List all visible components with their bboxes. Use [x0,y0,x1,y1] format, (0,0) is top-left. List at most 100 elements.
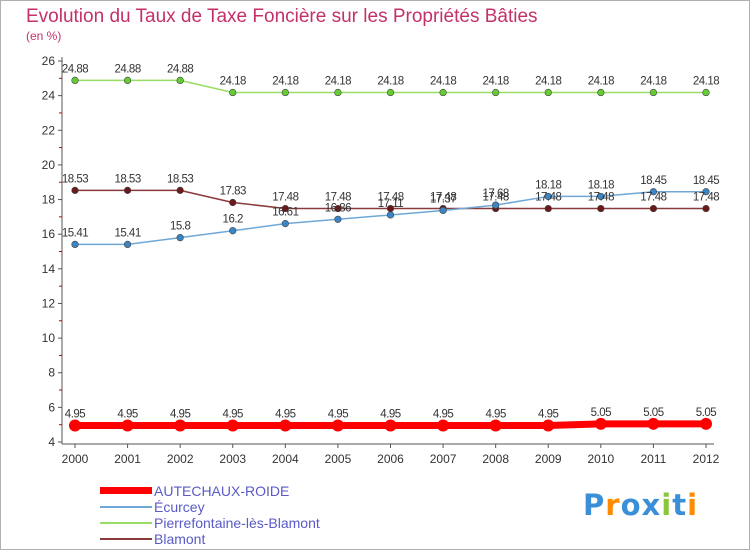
logo-letter-3: x [641,488,662,522]
series-point-ecurcey-2002 [176,234,184,242]
data-label-ecurcey-2007: 17.37 [430,193,456,205]
series-point-pierrefontaine-les-blamont-2005 [334,88,342,97]
x-tick-label-2011: 2011 [641,452,667,466]
data-label-blamont-2008: 17.48 [483,192,509,204]
data-label-autechaux-roide-2004: 4.95 [275,409,295,421]
data-label-pierrefontaine-les-blamont-2000: 24.88 [62,63,88,75]
series-point-pierrefontaine-les-blamont-2001 [123,76,132,84]
legend-swatch-blamont [100,538,152,540]
data-label-ecurcey-2011: 18.45 [640,175,666,187]
data-label-ecurcey-2004: 16.61 [272,207,298,219]
series-point-ecurcey-2006 [386,211,395,219]
x-tick-label-2004: 2004 [272,452,299,466]
data-label-pierrefontaine-les-blamont-2006: 24.18 [377,76,403,88]
series-point-pierrefontaine-les-blamont-2008 [492,88,500,97]
x-tick-label-2008: 2008 [482,452,509,466]
legend-label-ecurcey: Écurcey [154,499,205,515]
series-point-blamont-2002 [176,186,184,194]
data-label-ecurcey-2002: 15.8 [170,221,190,233]
data-label-blamont-2009: 17.48 [535,192,561,204]
x-tick-label-2012: 2012 [693,452,720,466]
x-tick-label-2003: 2003 [219,452,246,466]
data-label-blamont-2002: 18.53 [167,173,193,185]
series-point-ecurcey-2004 [281,220,289,228]
legend-swatch-ecurcey [100,506,152,508]
series-point-pierrefontaine-les-blamont-2007 [439,88,447,97]
data-label-pierrefontaine-les-blamont-2008: 24.18 [483,76,509,88]
series-point-blamont-2001 [123,186,132,194]
data-label-pierrefontaine-les-blamont-2002: 24.88 [167,63,193,75]
series-point-autechaux-roide-2012 [700,417,712,430]
data-label-autechaux-roide-2008: 4.95 [485,409,505,421]
y-tick-label-26: 26 [42,54,56,68]
logo-letter-1: r [605,488,621,522]
y-tick-label-12: 12 [42,296,56,310]
series-point-ecurcey-2007 [439,206,447,215]
legend-swatch-autechaux-roide [100,487,152,494]
series-point-autechaux-roide-2000 [69,419,81,432]
data-label-ecurcey-2000: 15.41 [62,227,88,239]
data-label-autechaux-roide-2003: 4.95 [223,409,243,421]
series-point-autechaux-roide-2007 [437,419,450,432]
x-tick-label-2000: 2000 [62,452,89,466]
data-label-blamont-2012: 17.48 [693,192,719,204]
series-point-blamont-2003 [229,198,237,207]
data-label-blamont-2007: 17.48 [430,192,456,204]
series-point-ecurcey-2000 [71,240,79,248]
series-point-ecurcey-2012 [702,188,710,196]
series-point-blamont-2011 [649,204,658,213]
data-label-blamont-2004: 17.48 [272,192,298,204]
series-point-autechaux-roide-2005 [331,419,344,432]
data-label-autechaux-roide-2005: 4.95 [328,409,348,421]
data-label-pierrefontaine-les-blamont-2007: 24.18 [430,76,456,88]
logo-letter-6: i [687,488,699,522]
series-point-blamont-2009 [544,204,552,213]
legend-swatch-pierrefontaine [100,522,152,524]
data-label-pierrefontaine-les-blamont-2001: 24.88 [114,63,140,75]
series-point-pierrefontaine-les-blamont-2002 [176,76,184,84]
x-tick-label-2002: 2002 [167,452,194,466]
data-label-blamont-2003: 17.83 [220,185,246,197]
data-label-autechaux-roide-2001: 4.95 [117,409,137,421]
data-label-blamont-2001: 18.53 [114,173,140,185]
series-point-autechaux-roide-2002 [174,419,187,432]
series-point-autechaux-roide-2004 [279,419,292,432]
data-label-autechaux-roide-2011: 5.05 [643,407,663,419]
proxiti-logo: Proxiti [583,488,698,522]
series-point-ecurcey-2001 [123,240,132,248]
y-tick-label-20: 20 [42,158,56,172]
series-point-ecurcey-2011 [649,188,658,196]
series-point-pierrefontaine-les-blamont-2012 [702,88,710,97]
data-label-blamont-2000: 18.53 [62,173,88,185]
data-label-ecurcey-2003: 16.2 [223,214,243,226]
x-tick-label-2009: 2009 [535,452,562,466]
data-label-ecurcey-2001: 15.41 [114,227,140,239]
series-point-autechaux-roide-2003 [226,419,239,432]
x-tick-label-2005: 2005 [325,452,352,466]
legend-label-blamont: Blamont [154,531,206,547]
series-point-pierrefontaine-les-blamont-2000 [71,76,79,84]
data-label-autechaux-roide-2009: 4.95 [538,409,558,421]
data-label-ecurcey-2008: 17.68 [483,188,509,200]
logo-letter-4: i [661,488,673,522]
data-label-ecurcey-2012: 18.45 [693,175,719,187]
data-label-ecurcey-2009: 18.18 [535,179,561,191]
series-point-ecurcey-2009 [544,192,552,201]
data-label-ecurcey-2005: 16.86 [325,202,351,214]
data-label-ecurcey-2010: 18.18 [588,179,614,191]
data-label-blamont-2011: 17.48 [640,192,666,204]
line-chart: 4 6 8 10 12 14 16 18 20 22 24 26 2000 2001 2002 2003 200… [42,54,720,466]
series-point-autechaux-roide-2006 [384,419,397,432]
data-label-pierrefontaine-les-blamont-2009: 24.18 [535,76,561,88]
series-point-blamont-2000 [71,186,79,194]
data-label-autechaux-roide-2012: 5.05 [696,407,716,419]
chart-title: Evolution du Taux de Taxe Foncière sur l… [26,6,538,27]
series-point-pierrefontaine-les-blamont-2011 [649,88,658,97]
data-label-pierrefontaine-les-blamont-2010: 24.18 [588,76,614,88]
data-label-blamont-2006: 17.48 [377,192,403,204]
series-point-autechaux-roide-2009 [542,419,555,432]
series-point-ecurcey-2008 [492,201,500,209]
legend-label-pierrefontaine: Pierrefontaine-lès-Blamont [154,515,320,531]
series-point-pierrefontaine-les-blamont-2010 [597,88,605,97]
